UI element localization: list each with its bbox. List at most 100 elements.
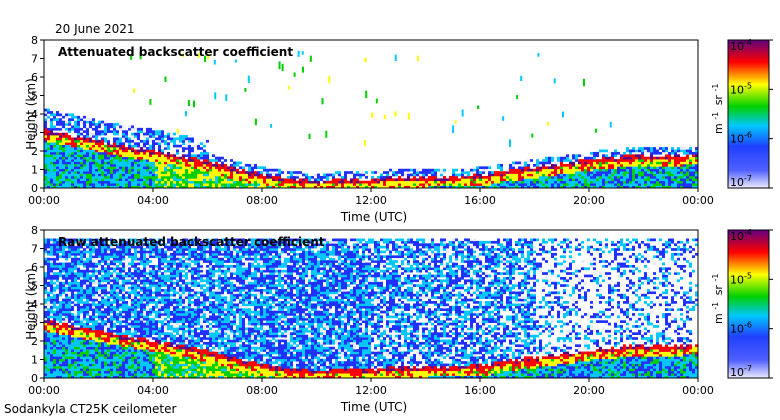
heatmap-cell: [392, 185, 395, 188]
heatmap-cell: [62, 144, 65, 148]
heatmap-cell: [197, 147, 200, 150]
heatmap-cell: [305, 178, 308, 182]
heatmap-cell: [104, 262, 107, 266]
heatmap-cell: [305, 173, 308, 177]
heatmap-cell: [134, 161, 137, 165]
heatmap-cell: [134, 279, 137, 283]
heatmap-cell: [89, 118, 92, 121]
heatmap-cell: [152, 356, 155, 360]
heatmap-cell: [53, 358, 56, 362]
heatmap-cell: [575, 175, 578, 179]
heatmap-cell: [191, 137, 194, 141]
heatmap-cell: [74, 147, 77, 150]
heatmap-cell: [365, 183, 368, 186]
heatmap-cell: [161, 142, 164, 146]
heatmap-cell: [131, 284, 134, 287]
heatmap-cell: [89, 325, 92, 328]
heatmap-cell: [116, 159, 119, 162]
heatmap-cell: [107, 353, 110, 357]
heatmap-cell: [179, 135, 182, 138]
heatmap-cell: [665, 154, 668, 158]
heatmap-cell: [122, 154, 125, 158]
heatmap-cell: [167, 159, 170, 162]
heatmap-cell: [575, 183, 578, 186]
heatmap-cell: [620, 171, 623, 174]
heatmap-cell: [218, 173, 221, 177]
heatmap-cell: [104, 260, 107, 263]
heatmap-cell: [80, 281, 83, 285]
heatmap-cell: [86, 120, 89, 124]
heatmap-cell: [47, 168, 50, 172]
heatmap-cell: [50, 139, 53, 143]
heatmap-cell: [134, 173, 137, 177]
heatmap-cell: [95, 274, 98, 278]
heatmap-cell: [59, 163, 62, 167]
heatmap-cell: [647, 147, 650, 150]
heatmap-cell: [587, 183, 590, 186]
heatmap-cell: [107, 175, 110, 179]
heatmap-cell: [170, 137, 173, 141]
heatmap-cell: [524, 166, 527, 170]
heatmap-cell: [53, 334, 56, 338]
heatmap-cell: [104, 351, 107, 355]
heatmap-cell: [497, 171, 500, 174]
heatmap-cell: [92, 327, 95, 331]
heatmap-cell: [650, 159, 653, 162]
heatmap-cell: [146, 327, 149, 331]
heatmap-cell: [116, 329, 119, 333]
heatmap-cell: [71, 305, 74, 309]
heatmap-cell: [68, 238, 71, 242]
heatmap-cell: [557, 159, 560, 162]
heatmap-cell: [158, 132, 161, 136]
heatmap-cell: [113, 361, 116, 364]
heatmap-cell: [605, 185, 608, 188]
heatmap-cell: [215, 178, 218, 182]
heatmap-cell: [158, 375, 161, 378]
heatmap-cell: [152, 161, 155, 165]
heatmap-cell: [92, 118, 95, 121]
heatmap-cell: [158, 156, 161, 160]
heatmap-cell: [53, 154, 56, 158]
heatmap-cell: [116, 305, 119, 309]
heatmap-cell: [539, 175, 542, 179]
heatmap-cell: [623, 161, 626, 165]
colorbar-label-unit: sr: [712, 95, 725, 106]
heatmap-cell: [635, 183, 638, 186]
heatmap-cell: [695, 166, 698, 170]
heatmap-cell: [101, 267, 104, 271]
heatmap-cell: [44, 154, 47, 158]
heatmap-cell: [683, 183, 686, 186]
heatmap-cell: [536, 171, 539, 174]
heatmap-cell: [59, 183, 62, 186]
heatmap-cell: [47, 346, 50, 350]
heatmap-cell: [131, 344, 134, 348]
heatmap-cell: [128, 183, 131, 186]
heatmap-cell: [71, 127, 74, 131]
heatmap-cell: [128, 250, 131, 254]
heatmap-cell: [392, 171, 395, 174]
heatmap-cell: [569, 180, 572, 184]
heatmap-cell: [632, 161, 635, 165]
heatmap-cell: [77, 159, 80, 162]
heatmap-cell: [95, 356, 98, 360]
heatmap-cell: [83, 264, 86, 268]
heatmap-cell: [95, 173, 98, 177]
heatmap-cell: [584, 163, 587, 167]
heatmap-cell: [83, 303, 86, 307]
heatmap-cell: [155, 274, 158, 278]
heatmap-cell: [563, 156, 566, 160]
heatmap-cell: [47, 274, 50, 278]
heatmap-cell: [71, 238, 74, 242]
cloud-speck: [383, 115, 386, 120]
heatmap-cell: [356, 173, 359, 177]
heatmap-cell: [557, 161, 560, 165]
heatmap-cell: [146, 351, 149, 355]
heatmap-cell: [386, 178, 389, 182]
heatmap-cell: [125, 332, 128, 336]
heatmap-cell: [176, 171, 179, 174]
heatmap-cell: [65, 240, 68, 244]
heatmap-cell: [617, 175, 620, 179]
heatmap-cell: [203, 173, 206, 177]
heatmap-cell: [83, 353, 86, 357]
heatmap-cell: [188, 156, 191, 160]
